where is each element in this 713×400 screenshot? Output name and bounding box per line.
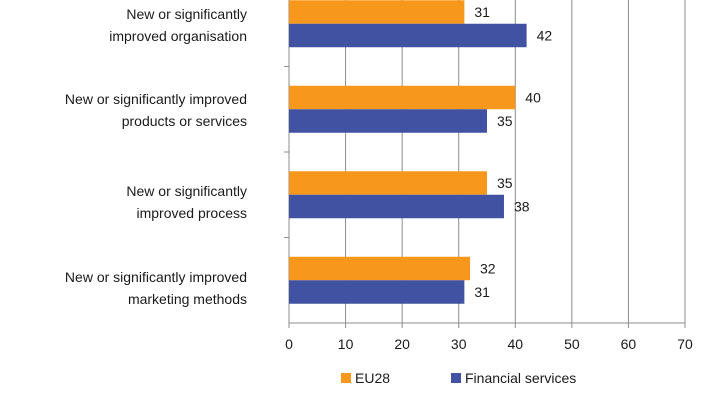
legend-label: EU28 [355,370,391,386]
data-label: 35 [497,175,513,191]
x-tick-label: 60 [621,336,637,352]
data-label: 40 [525,90,541,106]
data-label: 31 [474,4,490,20]
data-label: 42 [537,28,553,44]
legend-item-eu28: EU28 [341,370,390,386]
bar-eu28 [289,0,465,24]
x-tick-label: 10 [338,336,354,352]
x-tick-label: 30 [451,336,467,352]
category-label: New or significantly improved products o… [64,91,247,129]
x-tick-label: 70 [677,336,693,352]
legend-swatch-financial-services [451,373,461,383]
legend-swatch-eu28 [341,373,351,383]
category-label: New or significantly improved organisati… [109,6,247,44]
category-label: New or significantly improved marketing … [64,269,247,307]
bar-financial-services [289,23,527,48]
data-label: 32 [480,261,496,277]
x-tick-label: 40 [507,336,523,352]
legend-item-financial-services: Financial services [451,370,576,386]
bar-financial-services [289,280,465,304]
data-label: 31 [474,284,490,300]
bar-financial-services [289,109,487,133]
bar-eu28 [289,256,471,281]
bar-eu28 [289,85,516,110]
data-label: 35 [497,113,513,129]
bar-financial-services [289,194,504,219]
x-tick-label: 20 [394,336,410,352]
category-label: New or significantly improved process [126,183,247,221]
legend-label: Financial services [465,370,577,386]
x-tick-label: 0 [285,336,293,352]
x-tick-label: 50 [564,336,580,352]
bar-eu28 [289,171,487,195]
data-label: 38 [514,199,530,215]
